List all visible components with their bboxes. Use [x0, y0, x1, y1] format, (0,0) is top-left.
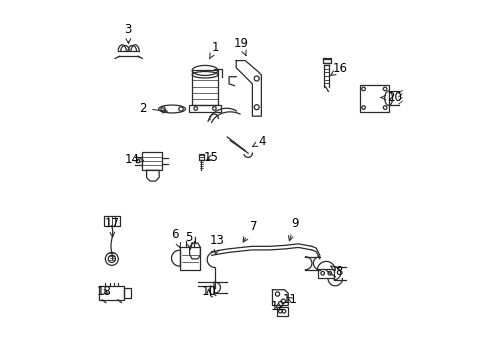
Text: 14: 14 — [125, 153, 143, 166]
Bar — [189, 104, 221, 112]
Bar — [276, 307, 287, 316]
Bar — [180, 247, 200, 270]
Text: 6: 6 — [170, 228, 180, 248]
Bar — [99, 286, 124, 300]
Text: 11: 11 — [283, 293, 297, 306]
Text: 8: 8 — [330, 265, 342, 278]
Text: 19: 19 — [233, 37, 248, 56]
Text: 1: 1 — [209, 41, 219, 59]
Text: 9: 9 — [288, 216, 298, 241]
Text: 2: 2 — [140, 102, 167, 115]
Text: 3: 3 — [124, 23, 131, 43]
Bar — [359, 85, 388, 112]
Text: 17: 17 — [104, 217, 119, 237]
Text: 4: 4 — [252, 135, 265, 148]
Bar — [104, 216, 120, 226]
Text: 15: 15 — [203, 151, 219, 164]
Text: 20: 20 — [380, 91, 401, 104]
Bar — [318, 269, 333, 278]
Text: 13: 13 — [210, 234, 224, 254]
Bar — [198, 154, 204, 160]
Text: 18: 18 — [96, 285, 111, 298]
Bar — [192, 71, 218, 104]
Bar — [142, 152, 162, 170]
Text: 10: 10 — [201, 285, 216, 298]
Bar — [124, 288, 131, 298]
Text: 7: 7 — [243, 220, 257, 242]
Text: 5: 5 — [185, 231, 192, 249]
Text: 16: 16 — [329, 62, 347, 76]
Text: 12: 12 — [270, 300, 285, 313]
